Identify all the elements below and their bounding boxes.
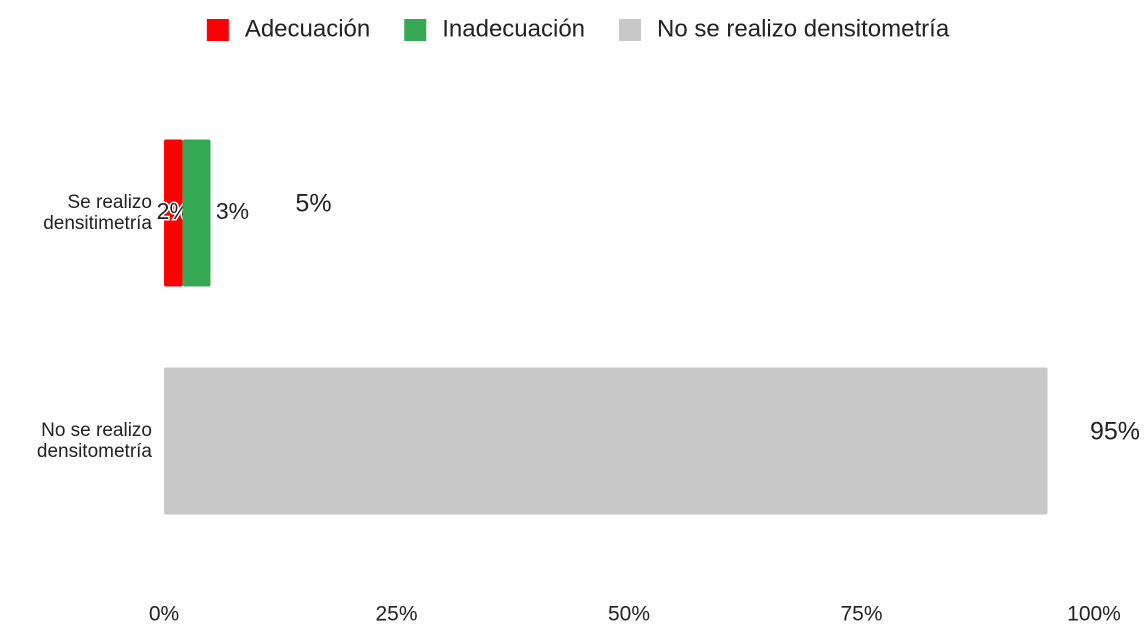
category-label: No se realizo densitometría [36, 420, 152, 462]
legend-label: Adecuación [245, 15, 370, 42]
category-label: Se realizo densitimetría [43, 192, 152, 234]
legend-label: No se realizo densitometría [657, 15, 950, 42]
legend-swatch [404, 19, 427, 41]
total-label: 5% [295, 190, 331, 218]
bar-segment [182, 139, 211, 287]
x-tick-label: 75% [840, 603, 882, 624]
bar-segment [164, 139, 183, 287]
x-tick-label: 100% [1067, 603, 1121, 624]
legend-swatch [619, 19, 642, 41]
bar-segment [164, 367, 1048, 515]
x-tick-label: 0% [149, 603, 179, 624]
legend-label: Inadecuación [442, 15, 585, 42]
x-tick-label: 25% [375, 603, 417, 624]
legend-swatch [206, 19, 229, 41]
value-label: 3% [216, 198, 249, 224]
x-tick-label: 50% [608, 603, 650, 624]
total-label: 95% [1090, 418, 1140, 446]
